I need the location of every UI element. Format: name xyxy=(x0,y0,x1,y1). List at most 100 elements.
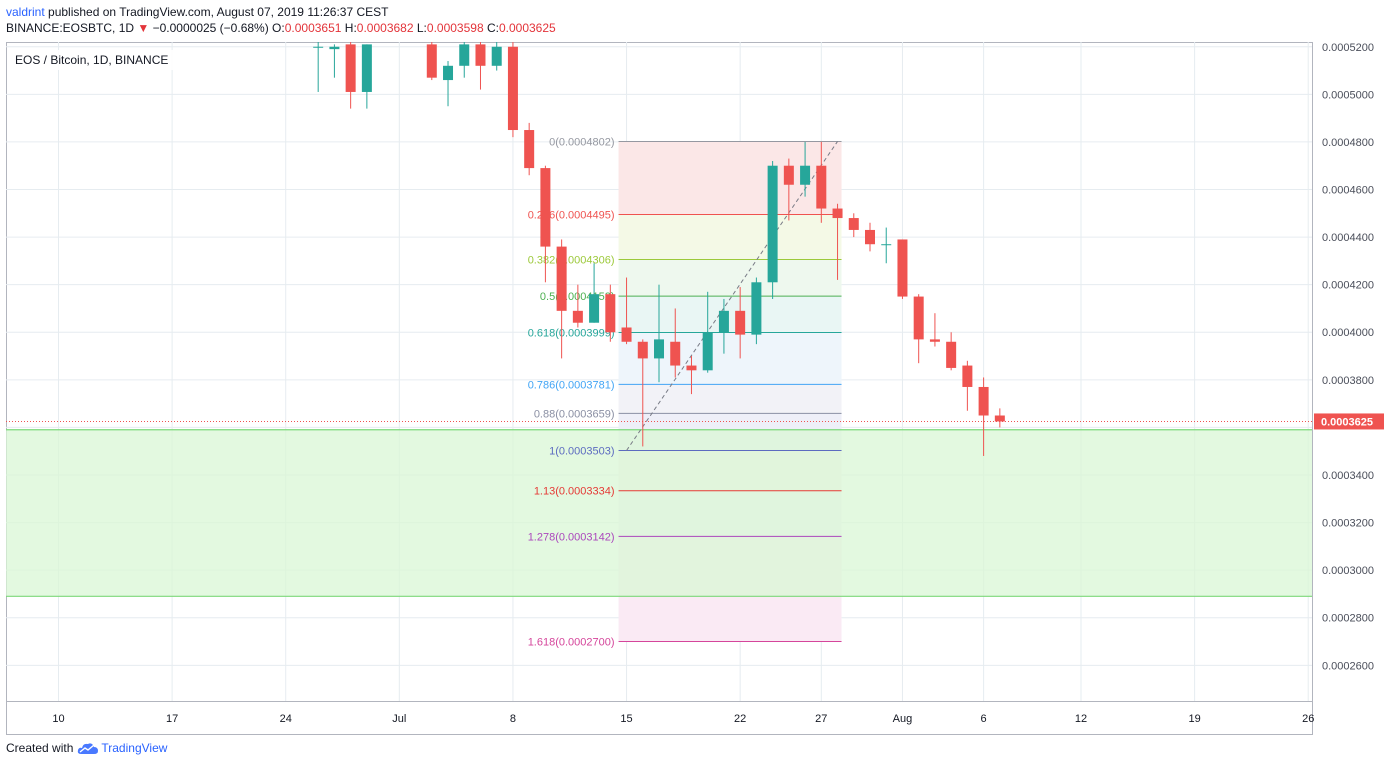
candle-body xyxy=(572,310,583,323)
fib-level-label: 1.13(0.0003334) xyxy=(534,486,615,498)
candle-body xyxy=(459,44,470,66)
footer: Created with TradingView xyxy=(6,741,167,755)
ohlc-line: BINANCE:EOSBTC, 1D ▼ −0.0000025 (−0.68%)… xyxy=(6,20,556,36)
candle-body xyxy=(783,165,794,185)
chart-area[interactable]: 0(0.0004802) 0.236(0.0004495) 0.382(0.0004… xyxy=(6,42,1386,735)
tradingview-cloud-icon xyxy=(78,743,99,754)
fib-level-label: 1.278(0.0003142) xyxy=(528,531,615,543)
support-zone xyxy=(6,429,1312,597)
tradingview-link[interactable]: TradingView xyxy=(77,741,167,755)
price-axis-tick-label: 0.0004400 xyxy=(1322,232,1374,244)
candle-body xyxy=(686,365,697,371)
open-label: O: xyxy=(272,21,285,35)
candle-body xyxy=(994,415,1005,422)
candle-body xyxy=(621,327,632,342)
publish-line: valdrint published on TradingView.com, A… xyxy=(6,4,556,20)
candle-body xyxy=(962,365,973,387)
price-axis-tick-label: 0.0003800 xyxy=(1322,375,1374,387)
fib-level-label: 0.88(0.0003659) xyxy=(534,408,615,420)
candle-body xyxy=(978,386,989,416)
price-axis-tick-label: 0.0002600 xyxy=(1322,660,1374,672)
price-axis-tick-label: 0.0005000 xyxy=(1322,89,1374,101)
price-axis-tick-label: 0.0005200 xyxy=(1322,42,1374,54)
author-link[interactable]: valdrint xyxy=(6,5,45,19)
low-value: 0.0003598 xyxy=(426,21,484,35)
time-axis-tick-label: 10 xyxy=(52,713,64,725)
price-axis-tick-label: 0.0004800 xyxy=(1322,137,1374,149)
created-with-text: Created with xyxy=(6,741,74,755)
candle-body xyxy=(426,44,437,78)
price-axis-tick-label: 0.0004000 xyxy=(1322,327,1374,339)
candle-body xyxy=(751,282,762,335)
tradingview-brand-label: TradingView xyxy=(101,741,168,755)
candle-body xyxy=(832,208,843,219)
candle-body xyxy=(589,294,600,323)
fib-trend-line xyxy=(626,141,838,451)
time-axis-tick-label: 19 xyxy=(1188,713,1200,725)
candle-body xyxy=(767,165,778,283)
price-axis-tick-label: 0.0002800 xyxy=(1322,613,1374,625)
fib-band xyxy=(618,296,842,333)
candle-body xyxy=(800,165,811,185)
candle-body xyxy=(670,341,681,366)
change-value: −0.0000025 (−0.68%) xyxy=(152,21,269,35)
candle-body xyxy=(654,339,665,359)
symbol-label: BINANCE:EOSBTC, 1D xyxy=(6,21,135,35)
fib-band xyxy=(618,332,842,385)
fib-level-label: 0.5(0.0004152) xyxy=(540,291,615,303)
time-axis-tick-label: 12 xyxy=(1075,713,1087,725)
candle-body xyxy=(605,294,616,333)
candle-body xyxy=(946,341,957,368)
fib-level-label: 0.786(0.0003781) xyxy=(528,379,615,391)
fib-band xyxy=(618,214,842,260)
high-value: 0.0003682 xyxy=(356,21,414,35)
close-label: C: xyxy=(486,21,499,35)
price-axis-tick-label: 0.0004200 xyxy=(1322,280,1374,292)
time-axis-tick-label: Jul xyxy=(392,713,406,725)
candle-body xyxy=(913,296,924,340)
chart-title: EOS / Bitcoin, 1D, BINANCE xyxy=(15,53,168,67)
low-label: L: xyxy=(416,21,427,35)
time-axis-tick-label: 8 xyxy=(510,713,516,725)
current-price-tag xyxy=(1314,413,1384,430)
fib-level-label: 1(0.0003503) xyxy=(549,445,614,457)
current-price-tag-label: 0.0003625 xyxy=(1321,416,1373,428)
chart-header: valdrint published on TradingView.com, A… xyxy=(6,4,556,36)
candle-body xyxy=(848,218,859,230)
time-axis-tick-label: 26 xyxy=(1302,713,1314,725)
fib-level-label: 0(0.0004802) xyxy=(549,136,614,148)
title-backdrop xyxy=(10,50,180,70)
publish-info: published on TradingView.com, August 07,… xyxy=(44,5,389,19)
fib-level-label: 1.618(0.0002700) xyxy=(528,637,615,649)
candle-body xyxy=(443,65,454,81)
time-axis-tick-label: 15 xyxy=(620,713,632,725)
candle-body xyxy=(718,310,729,333)
fib-band xyxy=(618,259,842,297)
candle-body xyxy=(540,168,551,247)
time-axis-tick-label: Aug xyxy=(893,713,913,725)
fib-level-label: 0.618(0.0003999) xyxy=(528,327,615,339)
candle-body xyxy=(345,44,356,92)
candle-body xyxy=(897,239,908,297)
candle-body xyxy=(329,46,340,50)
candle-body xyxy=(865,229,875,245)
price-axis-tick-label: 0.0003200 xyxy=(1322,518,1374,530)
fib-level-label: 0.382(0.0004306) xyxy=(528,254,615,266)
time-axis-tick-label: 17 xyxy=(166,713,178,725)
time-axis-tick-label: 24 xyxy=(280,713,292,725)
time-axis-tick-label: 27 xyxy=(815,713,827,725)
time-axis-tick-label: 6 xyxy=(981,713,987,725)
open-value: 0.0003651 xyxy=(284,21,342,35)
candle-body xyxy=(475,44,486,66)
candle-body xyxy=(361,44,372,92)
time-axis-tick-label: 22 xyxy=(734,713,746,725)
price-axis-tick-label: 0.0003400 xyxy=(1322,470,1374,482)
price-chart[interactable]: 0(0.0004802)0.236(0.0004495)0.382(0.0004… xyxy=(6,42,1386,735)
candle-body xyxy=(491,46,502,66)
fib-band xyxy=(618,384,842,414)
candle-body xyxy=(507,46,518,131)
candle-body xyxy=(735,310,746,335)
candle-body xyxy=(816,165,827,209)
candle-body xyxy=(929,339,940,342)
high-label: H: xyxy=(344,21,357,35)
